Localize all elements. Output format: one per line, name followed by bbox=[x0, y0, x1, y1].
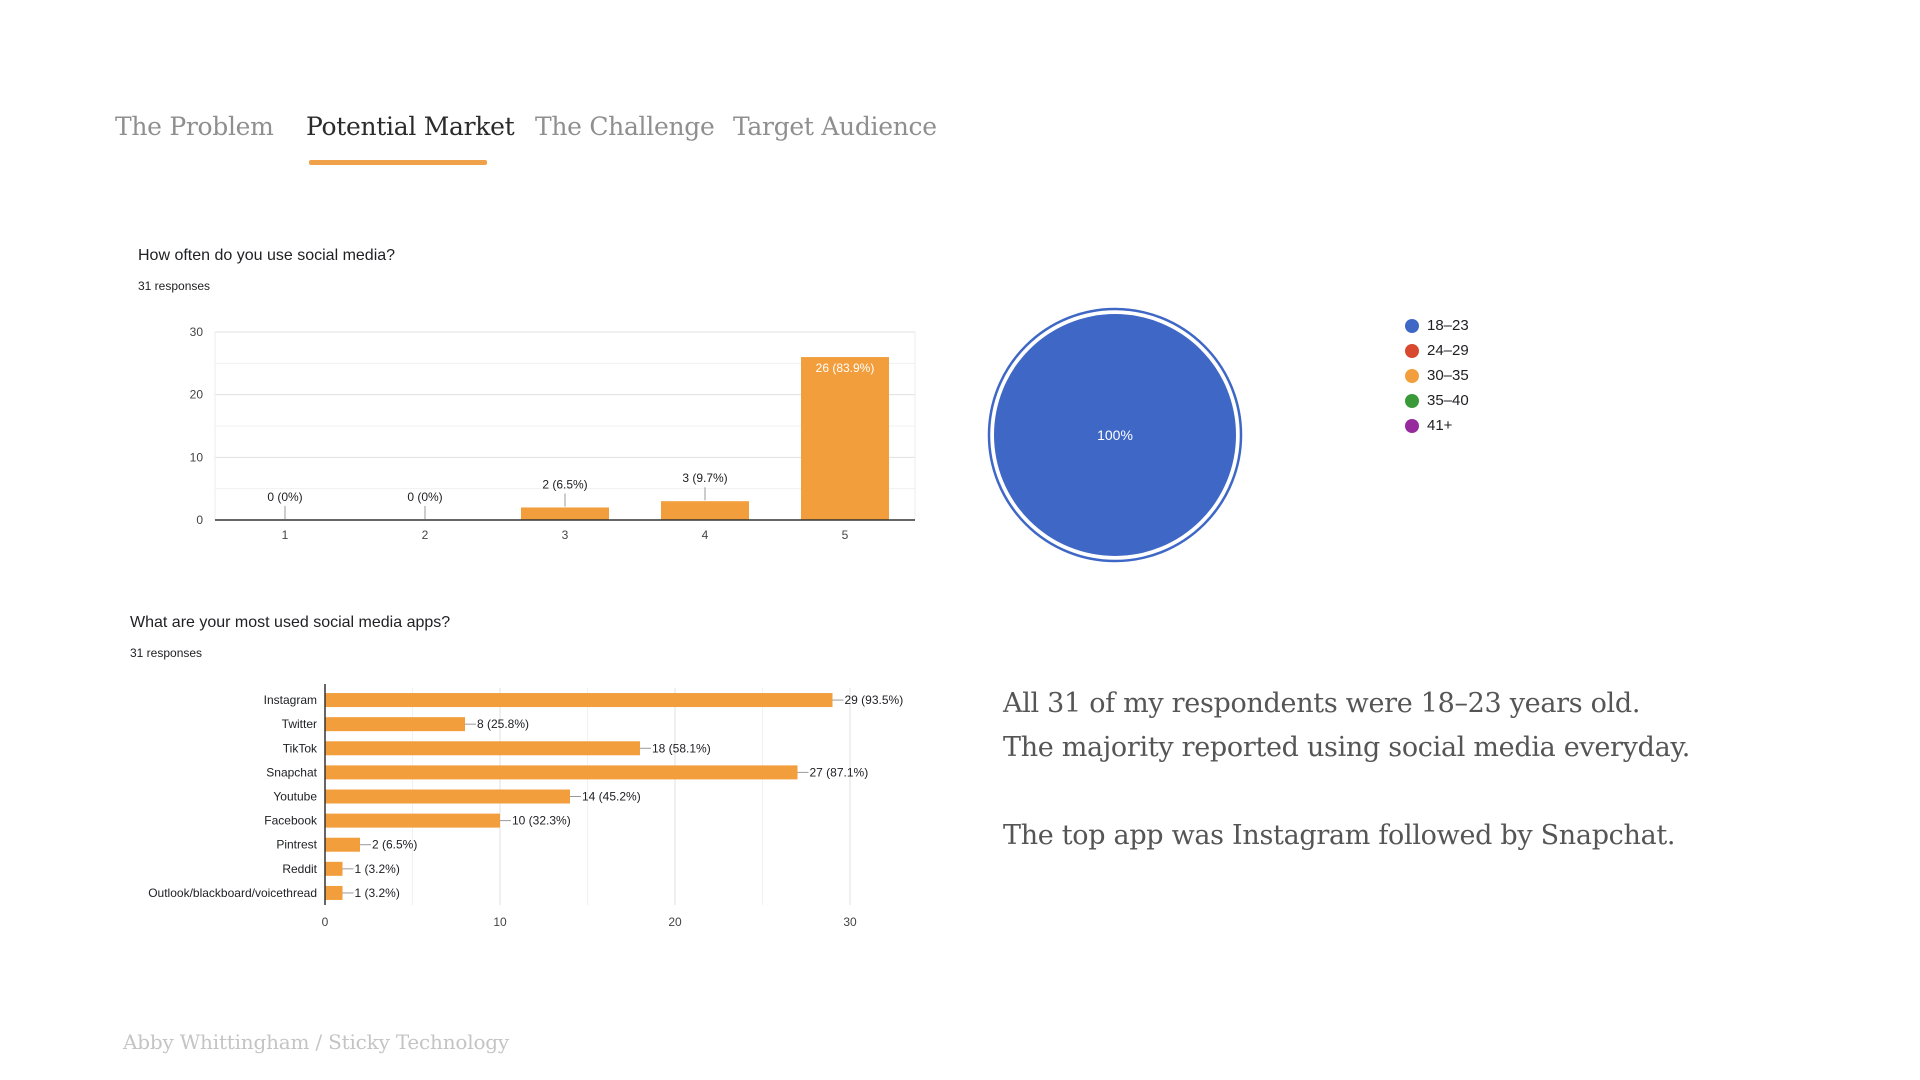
legend-label: 30–35 bbox=[1427, 367, 1469, 384]
legend-item: 24–29 bbox=[1405, 338, 1469, 363]
bar bbox=[325, 861, 343, 876]
data-label: 27 (87.1%) bbox=[810, 765, 869, 779]
pie-slice bbox=[994, 314, 1236, 556]
data-label: 10 (32.3%) bbox=[512, 814, 571, 828]
category-label: Outlook/blackboard/voicethread bbox=[148, 886, 317, 900]
apps-chart-responses: 31 responses bbox=[130, 646, 203, 660]
data-label: 2 (6.5%) bbox=[372, 838, 417, 852]
active-tab-underline bbox=[309, 160, 487, 165]
x-tick-label: 3 bbox=[562, 528, 569, 542]
bar bbox=[325, 837, 360, 852]
legend-swatch bbox=[1405, 343, 1419, 358]
summary-line: The majority reported using social media… bbox=[1003, 732, 1691, 763]
bar bbox=[325, 717, 465, 732]
y-tick-label: 20 bbox=[190, 388, 204, 402]
legend-item: 18–23 bbox=[1405, 313, 1469, 338]
x-tick-label: 5 bbox=[842, 528, 849, 542]
bar bbox=[325, 789, 570, 804]
y-tick-label: 10 bbox=[190, 450, 204, 464]
age-pie-legend: 18–23 24–29 30–35 35–40 41+ bbox=[1405, 313, 1469, 438]
data-label: 18 (58.1%) bbox=[652, 741, 711, 755]
apps-bar-chart: 29 (93.5%) Instagram 8 (25.8%) Twitter 18 (5… bbox=[148, 684, 904, 929]
x-tick-label: 2 bbox=[422, 528, 429, 542]
age-pie-chart: 100% bbox=[987, 307, 1243, 563]
tab-target-audience[interactable]: Target Audience bbox=[733, 112, 937, 141]
data-label: 1 (3.2%) bbox=[355, 862, 400, 876]
y-tick-label: 0 bbox=[196, 513, 203, 527]
data-label: 2 (6.5%) bbox=[542, 477, 587, 491]
legend-item: 30–35 bbox=[1405, 363, 1469, 388]
x-tick-label: 20 bbox=[668, 915, 682, 929]
bar bbox=[325, 765, 798, 780]
category-label: Reddit bbox=[282, 862, 317, 876]
x-tick-label: 1 bbox=[282, 528, 289, 542]
bar bbox=[325, 885, 343, 900]
data-label: 14 (45.2%) bbox=[582, 790, 641, 804]
x-tick-label: 30 bbox=[843, 915, 857, 929]
tab-bar: The Problem Potential Market The Challen… bbox=[0, 0, 1000, 180]
tab-the-problem[interactable]: The Problem bbox=[115, 112, 274, 141]
bar bbox=[325, 741, 640, 756]
legend-swatch bbox=[1405, 418, 1419, 433]
summary-spacer bbox=[1003, 770, 1690, 814]
category-label: Youtube bbox=[273, 790, 317, 804]
frequency-chart-question: How often do you use social media? bbox=[138, 247, 396, 264]
legend-swatch bbox=[1405, 368, 1419, 383]
bar bbox=[661, 501, 749, 520]
frequency-chart-responses: 31 responses bbox=[138, 279, 211, 293]
category-label: Twitter bbox=[282, 717, 317, 731]
x-tick-label: 10 bbox=[493, 915, 507, 929]
summary-text: All 31 of my respondents were 18–23 year… bbox=[1003, 682, 1690, 858]
apps-chart-question: What are your most used social media app… bbox=[130, 614, 451, 631]
data-label: 8 (25.8%) bbox=[477, 717, 529, 731]
footer-credit: Abby Whittingham / Sticky Technology bbox=[123, 1030, 509, 1054]
category-label: Instagram bbox=[264, 693, 317, 707]
legend-label: 24–29 bbox=[1427, 342, 1469, 359]
data-label: 0 (0%) bbox=[267, 490, 302, 504]
legend-item: 35–40 bbox=[1405, 388, 1469, 413]
x-tick-label: 0 bbox=[322, 915, 329, 929]
legend-swatch bbox=[1405, 318, 1419, 333]
x-tick-label: 4 bbox=[702, 528, 709, 542]
summary-line: All 31 of my respondents were 18–23 year… bbox=[1003, 688, 1641, 719]
legend-label: 41+ bbox=[1427, 417, 1453, 434]
data-label: 1 (3.2%) bbox=[355, 886, 400, 900]
data-label: 0 (0%) bbox=[407, 490, 442, 504]
pie-slice-label: 100% bbox=[1097, 427, 1133, 443]
category-label: Pintrest bbox=[276, 838, 317, 852]
y-tick-label: 30 bbox=[190, 325, 204, 339]
data-label: 3 (9.7%) bbox=[682, 471, 727, 485]
bar bbox=[521, 507, 609, 520]
bar bbox=[325, 813, 500, 828]
category-label: Snapchat bbox=[266, 765, 317, 779]
bar bbox=[801, 357, 889, 520]
tab-the-challenge[interactable]: The Challenge bbox=[535, 112, 715, 141]
legend-label: 35–40 bbox=[1427, 392, 1469, 409]
data-label: 26 (83.9%) bbox=[816, 361, 875, 375]
bar bbox=[325, 693, 833, 708]
legend-label: 18–23 bbox=[1427, 317, 1469, 334]
tab-potential-market[interactable]: Potential Market bbox=[306, 112, 515, 141]
summary-line: The top app was Instagram followed by Sn… bbox=[1003, 820, 1676, 851]
frequency-bar-chart: 0 10 20 30 0 (0%) 1 0 (0%) 2 2 (6.5%) 3 3 (9.7%) 4 2… bbox=[190, 325, 916, 542]
category-label: TikTok bbox=[283, 741, 318, 755]
category-label: Facebook bbox=[264, 814, 318, 828]
legend-swatch bbox=[1405, 393, 1419, 408]
data-label: 29 (93.5%) bbox=[845, 693, 904, 707]
legend-item: 41+ bbox=[1405, 413, 1469, 438]
